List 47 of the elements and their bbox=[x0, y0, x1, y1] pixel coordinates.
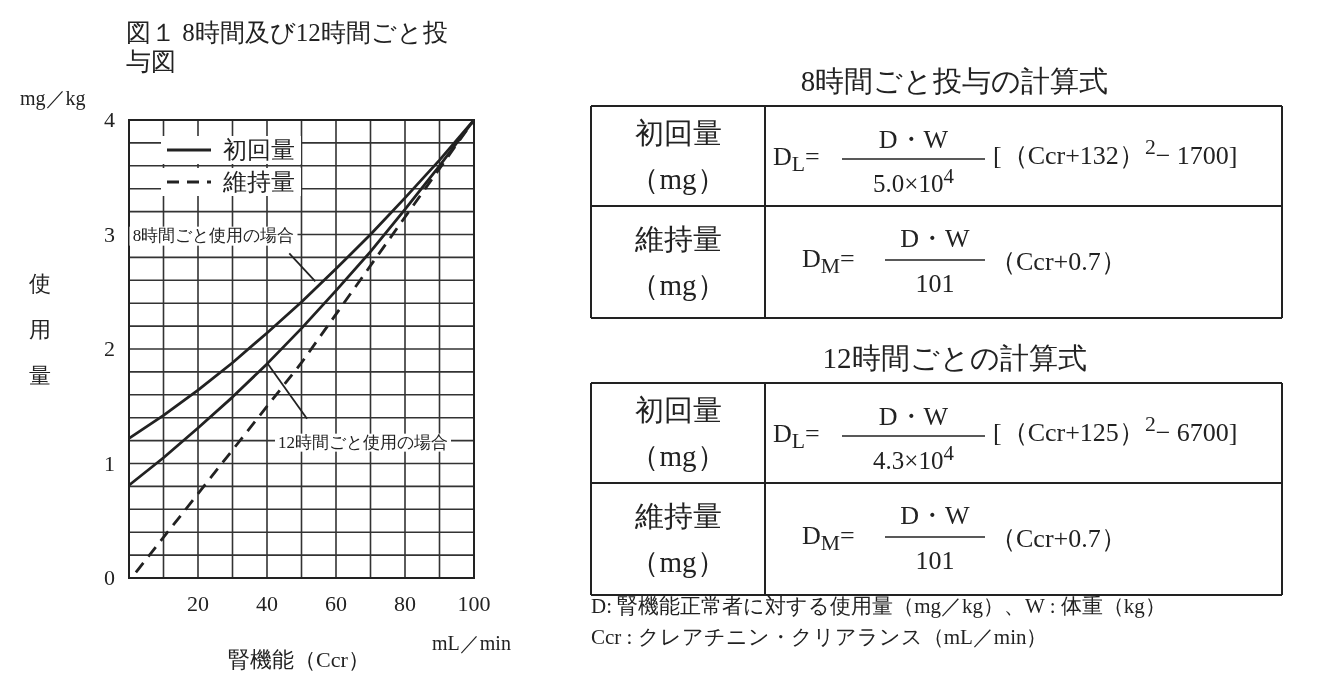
x-tick-label: 100 bbox=[457, 590, 491, 617]
text: 維持量 bbox=[634, 223, 722, 256]
text: mg／kg bbox=[20, 87, 86, 109]
text: 12時間ごとの計算式 bbox=[822, 342, 1087, 375]
text: 維持量 bbox=[634, 500, 722, 533]
text: （mg） bbox=[630, 546, 726, 579]
text: 101 bbox=[915, 545, 955, 576]
text: D$_{M}$= bbox=[802, 520, 855, 557]
x-axis-title: 腎機能（Ccr） bbox=[228, 646, 370, 673]
x-tick-label: 40 bbox=[256, 590, 278, 617]
annotation: 12時間ごと使用の場合 bbox=[275, 432, 451, 453]
text: 4.3×10$^{4}$ bbox=[873, 440, 954, 475]
y-tick-label: 0 bbox=[104, 564, 115, 591]
y-tick-label: 2 bbox=[104, 335, 115, 362]
text: D$_{L}$= bbox=[773, 141, 820, 178]
text: [（Ccr+132）$^{2}$− 1700] bbox=[993, 134, 1238, 171]
text: D: 腎機能正常者に対する使用量（mg／kg）、W : 体重（kg） bbox=[591, 594, 1166, 619]
annotation: 8時間ごと使用の場合 bbox=[129, 226, 298, 246]
legend-label: 維持量 bbox=[223, 168, 295, 196]
text: （Ccr+0.7） bbox=[990, 246, 1127, 277]
legend-label: 初回量 bbox=[223, 136, 295, 164]
text: D・W bbox=[878, 401, 949, 432]
text: D$_{M}$= bbox=[802, 243, 855, 280]
text: 8時間ごと投与の計算式 bbox=[800, 65, 1109, 98]
text: 初回量 bbox=[634, 117, 722, 150]
text: [（Ccr+125）$^{2}$− 6700] bbox=[993, 411, 1238, 448]
text: 101 bbox=[915, 268, 955, 299]
text: D・W bbox=[900, 223, 970, 254]
x-tick-label: 80 bbox=[394, 590, 416, 617]
text: Ccr : クレアチニン・クリアランス（mL／min） bbox=[591, 625, 1048, 650]
y-tick-label: 3 bbox=[104, 221, 115, 247]
text: （mg） bbox=[630, 163, 726, 196]
text: D・W bbox=[878, 124, 949, 155]
y-tick-label: 4 bbox=[104, 106, 115, 133]
text: （mg） bbox=[630, 269, 726, 302]
text: D・W bbox=[900, 500, 970, 531]
text: 初回量 bbox=[634, 394, 722, 427]
text: D$_{L}$= bbox=[773, 418, 820, 455]
y-axis-title: 使用量 bbox=[28, 269, 52, 391]
y-tick-label: 1 bbox=[104, 450, 115, 476]
text: （mg） bbox=[630, 440, 726, 473]
chart-title: 図１ 8時間及び12時間ごと投与図 bbox=[126, 19, 449, 77]
x-tick-label: 20 bbox=[187, 590, 209, 617]
text: mL／min bbox=[432, 632, 511, 654]
x-tick-label: 60 bbox=[325, 590, 347, 617]
text: 5.0×10$^{4}$ bbox=[873, 163, 954, 198]
text: （Ccr+0.7） bbox=[990, 523, 1127, 554]
